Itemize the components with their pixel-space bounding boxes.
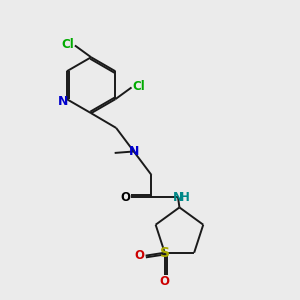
Text: N: N [173, 190, 183, 204]
Text: O: O [121, 190, 130, 204]
Text: Cl: Cl [133, 80, 145, 93]
Text: N: N [129, 145, 139, 158]
Text: O: O [160, 275, 170, 288]
Text: N: N [58, 95, 68, 108]
Text: H: H [179, 190, 189, 204]
Text: Cl: Cl [61, 38, 74, 51]
Text: O: O [134, 249, 144, 262]
Text: S: S [160, 246, 170, 260]
